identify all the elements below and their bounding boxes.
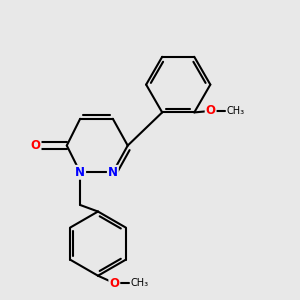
- Text: N: N: [75, 166, 85, 179]
- Text: O: O: [206, 104, 216, 117]
- Text: CH₃: CH₃: [227, 106, 245, 116]
- Text: O: O: [31, 139, 40, 152]
- Text: CH₃: CH₃: [131, 278, 149, 288]
- Text: O: O: [109, 277, 119, 290]
- Text: N: N: [108, 166, 118, 179]
